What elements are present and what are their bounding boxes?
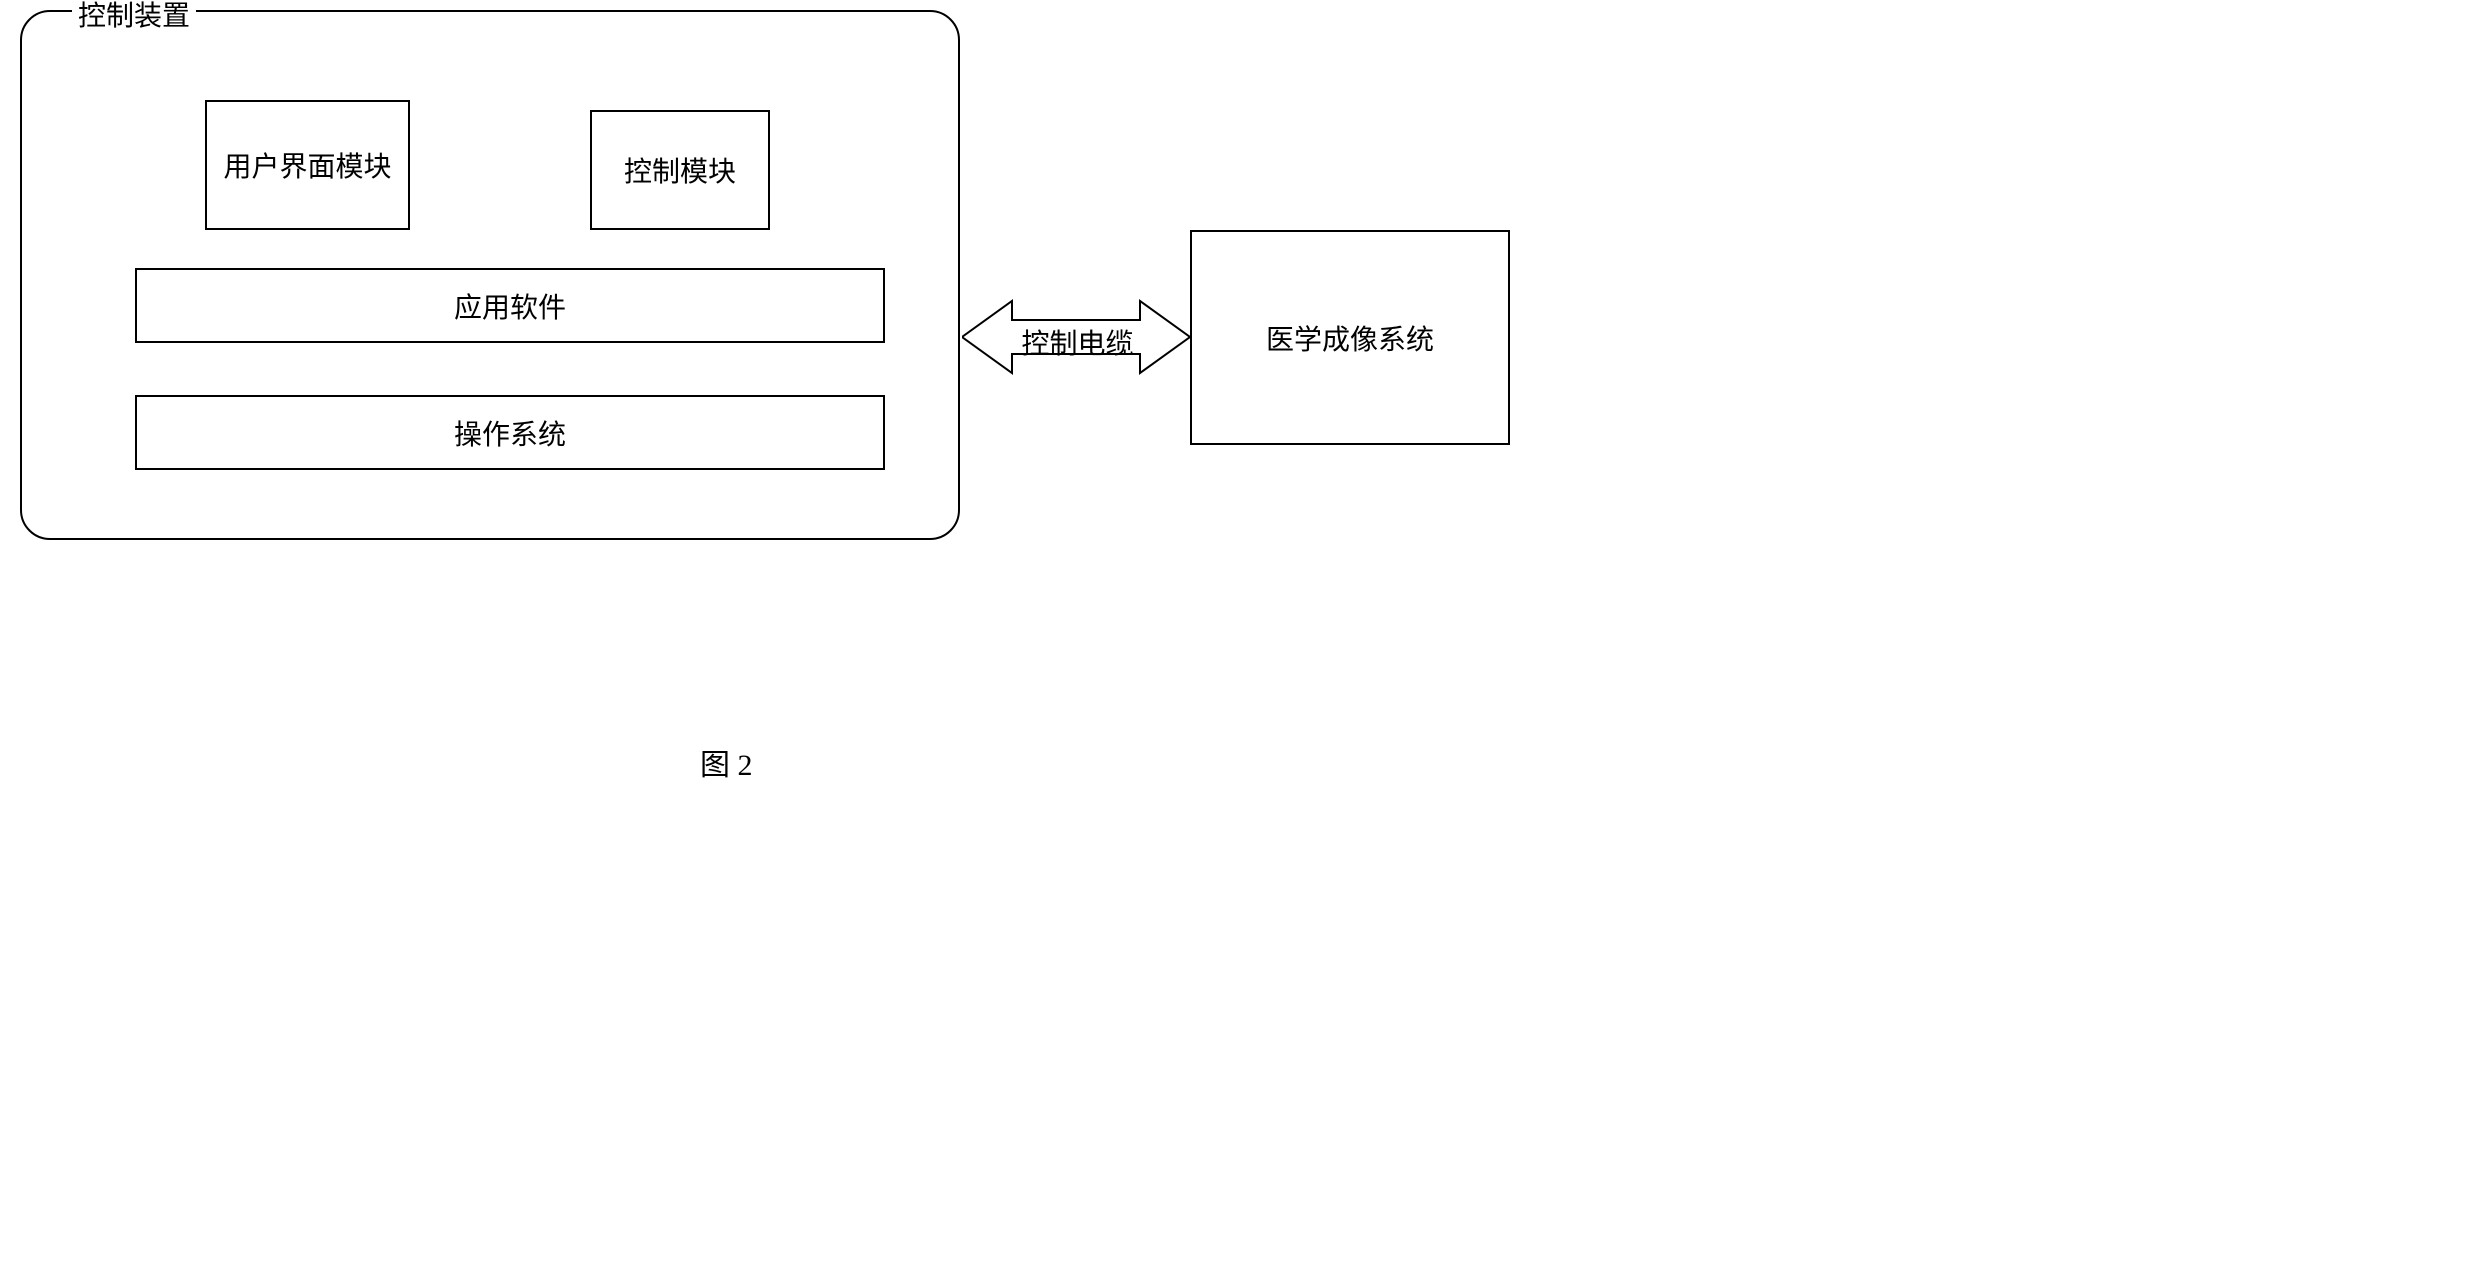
diagram-canvas: 控制装置 用户界面模块 控制模块 应用软件 操作系统 医学成像系统 控制电缆 图… <box>0 0 2485 1268</box>
control-device-label: 控制装置 <box>72 0 196 34</box>
os-box: 操作系统 <box>135 395 885 470</box>
control-module-box: 控制模块 <box>590 110 770 230</box>
control-cable-label: 控制电缆 <box>1020 322 1135 362</box>
os-label: 操作系统 <box>454 413 566 453</box>
app-software-box: 应用软件 <box>135 268 885 343</box>
control-module-label: 控制模块 <box>624 150 736 190</box>
imaging-system-label: 医学成像系统 <box>1266 318 1434 358</box>
ui-module-label: 用户界面模块 <box>223 145 391 185</box>
imaging-system-box: 医学成像系统 <box>1190 230 1510 445</box>
figure-caption: 图 2 <box>700 740 753 784</box>
ui-module-box: 用户界面模块 <box>205 100 410 230</box>
app-software-label: 应用软件 <box>454 286 566 326</box>
